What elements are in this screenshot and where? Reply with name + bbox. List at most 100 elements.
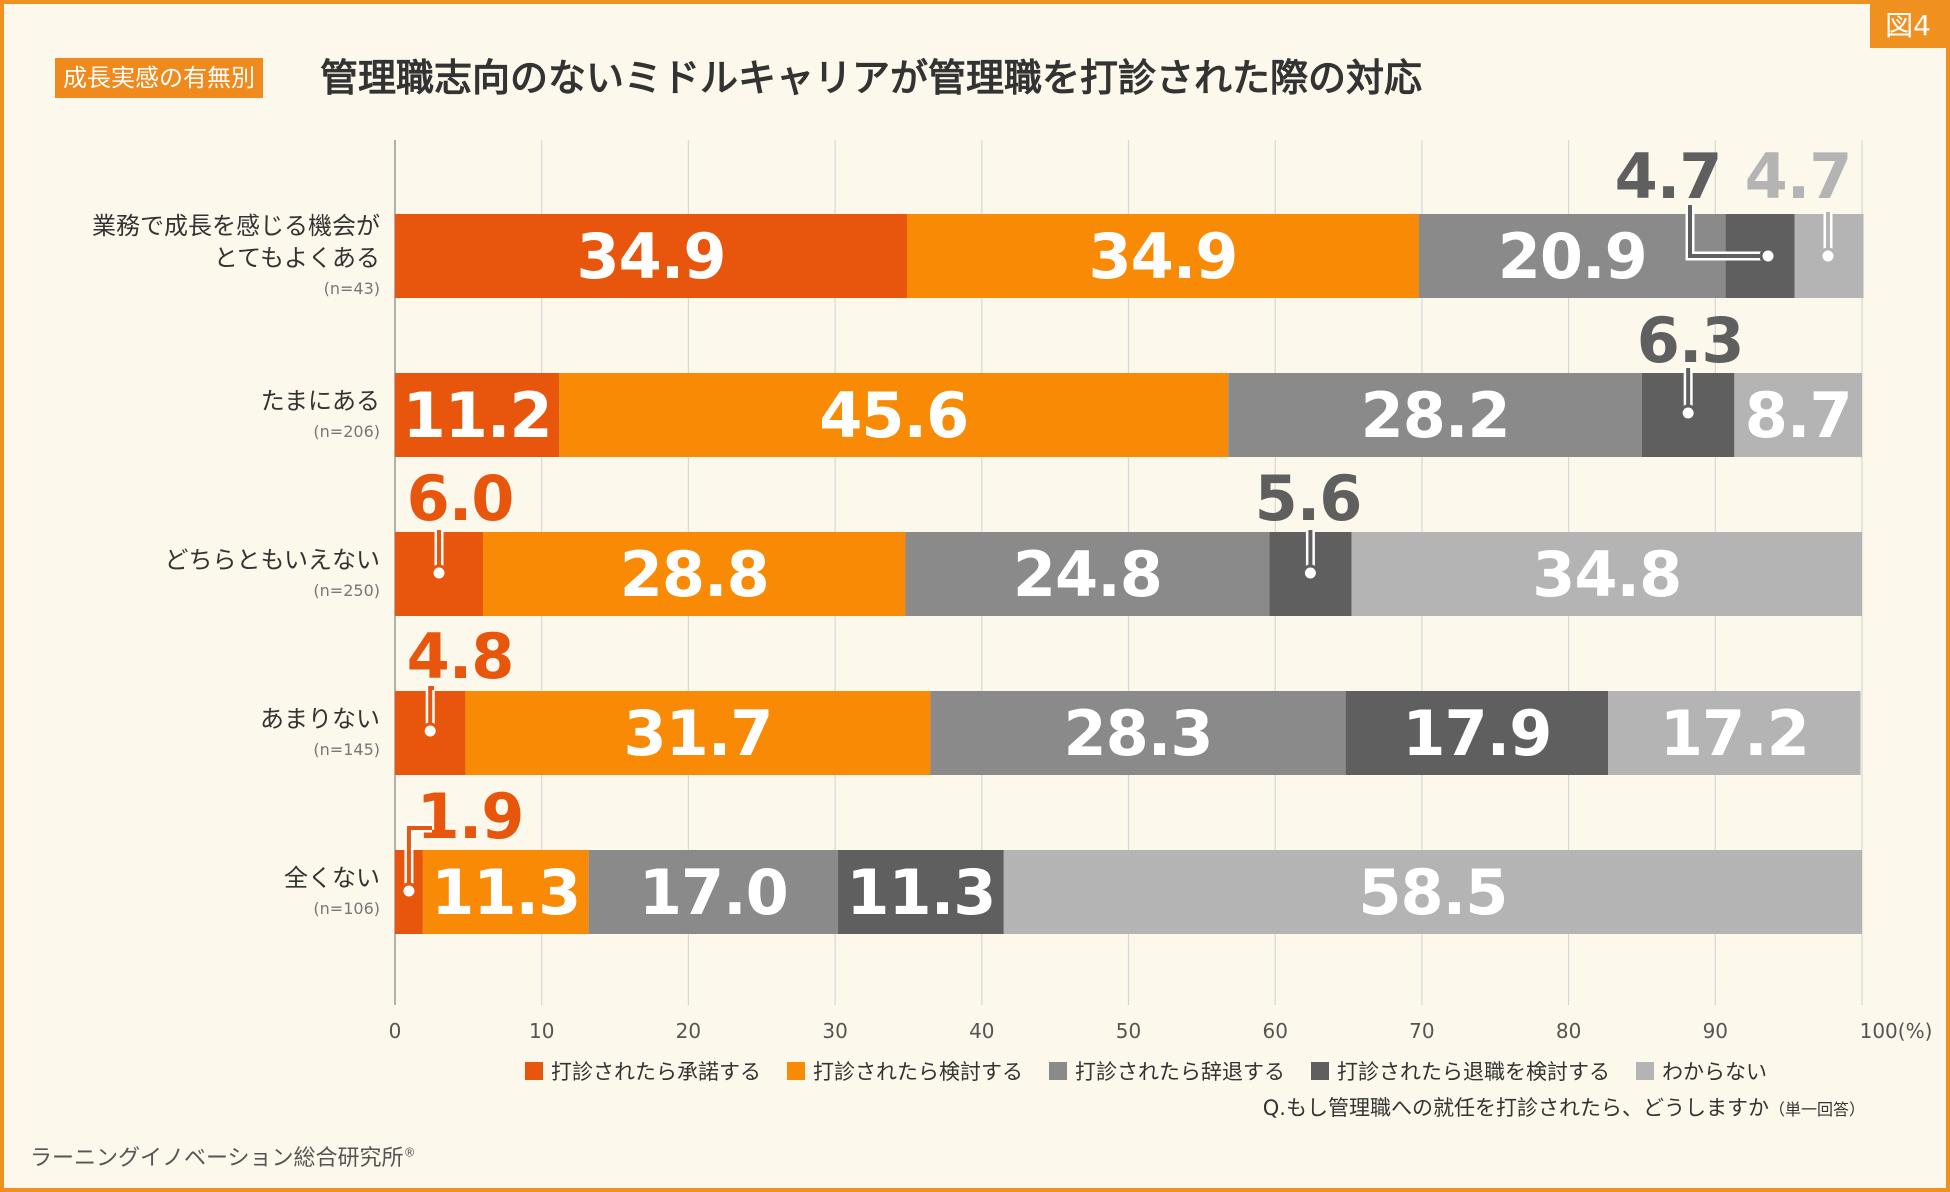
chart-title: 管理職志向のないミドルキャリアが管理職を打診された際の対応: [320, 56, 1423, 100]
legend-swatch: [1049, 1062, 1067, 1080]
legend-swatch: [787, 1062, 805, 1080]
legend-swatch: [525, 1062, 543, 1080]
category-label: 業務で成長を感じる機会が: [92, 212, 380, 240]
x-tick-label: 40: [969, 1019, 994, 1043]
legend-swatch: [1311, 1062, 1329, 1080]
category-label: 全くない: [284, 864, 380, 892]
callout-pin: [400, 882, 418, 900]
category-sample-size: (n=106): [313, 899, 380, 918]
callout-pin: [430, 564, 448, 582]
legend-item: 打診されたら検討する: [787, 1056, 1023, 1086]
bar-segment: [1003, 850, 1862, 934]
x-tick-label: 100(%): [1860, 1019, 1933, 1043]
value-label: 17.0: [639, 856, 788, 929]
value-label: 17.9: [1402, 697, 1551, 770]
value-label: 34.8: [1532, 538, 1681, 611]
value-label: 11.3: [431, 856, 580, 929]
x-tick-label: 10: [529, 1019, 554, 1043]
x-tick-label: 20: [676, 1019, 701, 1043]
value-label: 4.8: [407, 620, 514, 693]
bar-segment: [588, 850, 839, 934]
legend-swatch: [1636, 1062, 1654, 1080]
bar-segment: [1418, 214, 1726, 298]
bar-segment: [559, 373, 1229, 457]
callout-pin: [1301, 564, 1319, 582]
value-label: 58.5: [1358, 856, 1507, 929]
bar-segment: [838, 850, 1004, 934]
legend-item: 打診されたら辞退する: [1049, 1056, 1285, 1086]
category-label: あまりない: [260, 705, 380, 733]
value-label: 45.6: [819, 379, 968, 452]
category-sample-size: (n=206): [313, 422, 380, 441]
legend: 打診されたら承諾する 打診されたら検討する 打診されたら辞退する 打診されたら退職を検…: [525, 1056, 1767, 1086]
value-label: 4.7: [1615, 140, 1722, 213]
source-text: ラーニングイノベーション総合研究所: [30, 1146, 404, 1171]
callout-pin: [1759, 247, 1777, 265]
legend-label: 打診されたら退職を検討する: [1337, 1060, 1610, 1084]
value-label: 6.0: [407, 462, 514, 535]
bar-segment: [1351, 532, 1862, 616]
value-label: 1.9: [417, 780, 524, 853]
bar-segment: [1345, 691, 1609, 775]
value-label: 11.3: [846, 856, 995, 929]
x-tick-label: 80: [1556, 1019, 1581, 1043]
value-label: 20.9: [1498, 220, 1647, 293]
callout-line: [428, 686, 434, 726]
value-label: 31.7: [623, 697, 772, 770]
value-label: 11.2: [403, 379, 552, 452]
callout-pin: [421, 722, 439, 740]
bar-segment: [930, 691, 1346, 775]
value-label: 34.9: [576, 220, 725, 293]
bar-segment: [1608, 691, 1861, 775]
bar-segment: [906, 214, 1419, 298]
value-label: 8.7: [1745, 379, 1852, 452]
source-credit: ラーニングイノベーション総合研究所®: [30, 1140, 416, 1172]
question-note: （単一回答）: [1768, 1100, 1865, 1119]
value-label: 5.6: [1255, 462, 1362, 535]
bar-segment: [1228, 373, 1642, 457]
category-label: とてもよくある: [214, 244, 380, 272]
legend-item: 打診されたら承諾する: [525, 1056, 761, 1086]
legend-label: わからない: [1662, 1060, 1767, 1084]
value-label: 28.3: [1064, 697, 1213, 770]
x-tick-label: 90: [1703, 1019, 1728, 1043]
value-label: 17.2: [1660, 697, 1809, 770]
x-tick-label: 60: [1262, 1019, 1287, 1043]
bar-segment: [395, 373, 560, 457]
legend-label: 打診されたら辞退する: [1075, 1060, 1285, 1084]
callout-pin: [1679, 404, 1697, 422]
value-label: 24.8: [1013, 538, 1162, 611]
callout-line: [1688, 205, 1769, 258]
value-label: 28.2: [1361, 379, 1510, 452]
value-label: 34.9: [1088, 220, 1237, 293]
bar-segment: [395, 214, 907, 298]
legend-label: 打診されたら検討する: [813, 1060, 1023, 1084]
x-tick-label: 70: [1409, 1019, 1434, 1043]
x-tick-label: 50: [1116, 1019, 1141, 1043]
question-text: Q.もし管理職への就任を打診されたら、どうしますか: [1262, 1096, 1769, 1120]
legend-item: 打診されたら退職を検討する: [1311, 1056, 1610, 1086]
bar-segment: [422, 850, 589, 934]
category-sample-size: (n=250): [313, 581, 380, 600]
legend-label: 打診されたら承諾する: [551, 1060, 761, 1084]
category-tag: 成長実感の有無別: [55, 58, 263, 98]
value-label: 28.8: [620, 538, 769, 611]
bar-segment: [905, 532, 1270, 616]
value-label: 4.7: [1745, 140, 1852, 213]
bar-segment: [465, 691, 931, 775]
bar-segment: [1734, 373, 1862, 457]
figure-number-badge: 図4: [1870, 4, 1946, 48]
legend-item: わからない: [1636, 1056, 1767, 1086]
category-sample-size: (n=145): [313, 740, 380, 759]
bar-segment: [483, 532, 906, 616]
value-label: 6.3: [1637, 304, 1744, 377]
callout-line: [406, 826, 432, 886]
callout-pin: [1819, 247, 1837, 265]
registered-mark: ®: [403, 1145, 416, 1160]
category-sample-size: (n=43): [324, 279, 380, 298]
x-tick-label: 30: [822, 1019, 847, 1043]
x-tick-label: 0: [389, 1019, 402, 1043]
category-label: たまにある: [261, 387, 380, 415]
survey-question: Q.もし管理職への就任を打診されたら、どうしますか（単一回答）: [1263, 1092, 1865, 1122]
